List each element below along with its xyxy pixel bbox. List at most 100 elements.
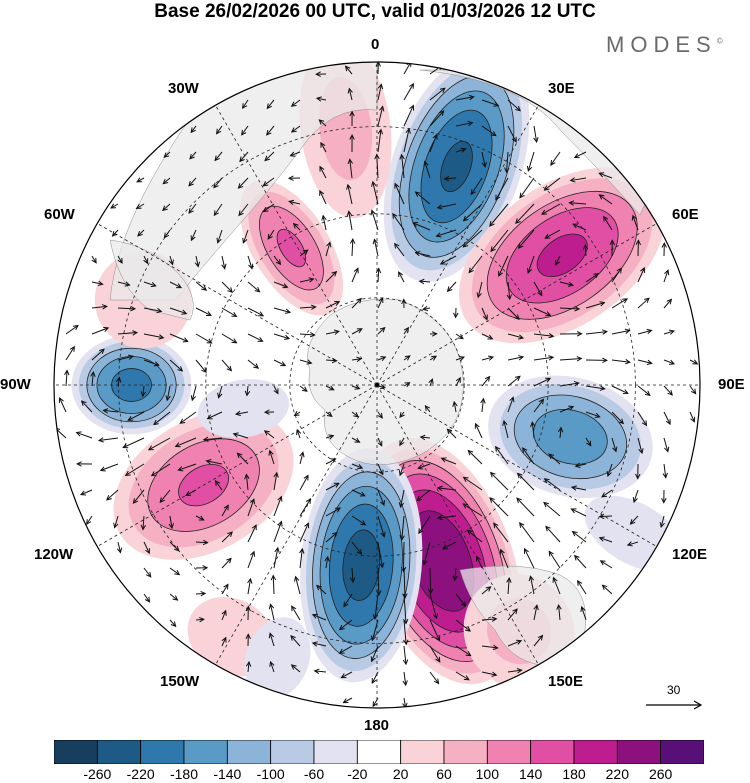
wind-vector [319,165,327,179]
wind-vector [351,297,362,309]
wind-vector [290,99,301,107]
wind-vector [526,151,535,172]
wind-vector [611,385,629,395]
wind-vector [559,405,575,413]
wind-vector [288,199,301,205]
wind-vector [116,541,123,554]
wind-vector [489,203,509,227]
wind-vector [194,255,201,268]
wind-vector [603,215,613,231]
wind-vector [663,385,674,396]
wind-vector [238,203,249,217]
wind-vector [117,354,135,361]
wind-vector [58,396,67,413]
lon-label-60w: 60W [44,206,75,223]
wind-vector [429,355,438,361]
wind-vector [370,619,379,642]
wind-vector [195,333,213,344]
wind-vector [559,356,583,362]
wind-vector [436,203,457,210]
wind-vector [347,158,353,179]
lon-label-90e: 90E [718,376,745,393]
wind-vector [399,437,405,447]
wind-vector [637,385,651,397]
wind-vector [343,593,353,608]
wind-vector [424,405,431,413]
wind-vector [626,541,639,547]
reference-vector-label: 30 [667,683,681,697]
wind-vector [351,328,363,335]
contour-level-180 [536,233,588,278]
wind-vector [299,451,305,465]
wind-vector [325,385,335,391]
wind-vector [214,479,223,491]
wind-vector [423,160,431,179]
wind-vector [346,183,353,205]
colorbar-label: 140 [518,766,543,782]
wind-vector [439,255,457,265]
wind-vector [403,104,415,127]
wind-vector [169,333,189,343]
wind-vector [475,555,483,569]
wind-vector [195,590,207,597]
contour-level-neg-220 [342,529,381,601]
wind-vector [143,593,151,603]
contour-level-neg-140 [533,409,608,465]
wind-vector [611,359,631,365]
wind-vector [351,384,361,390]
landmass-2 [109,62,378,301]
wind-vector [169,541,180,552]
wind-vector [162,203,171,212]
wind-vector [429,671,440,685]
colorbar-segment-7 [313,740,358,764]
wind-vector [544,229,561,239]
wind-vector [585,437,592,447]
lon-label-90w: 90W [0,376,31,393]
wind-vector [555,255,561,266]
wind-vector [91,255,97,264]
wind-vector [169,359,184,372]
wind-vector [436,514,457,521]
wind-vector [242,229,249,244]
wind-vector [611,411,625,425]
wind-vector [75,461,93,467]
colorbar-segment-13 [573,740,618,764]
wind-vector [422,305,431,312]
wind-vector [325,411,333,418]
wind-vector [523,547,535,569]
wind-vector [429,593,439,620]
wind-vector [585,329,608,335]
wind-vector [264,151,275,162]
wind-vector [296,428,302,439]
wind-vector [273,385,279,395]
wind-vector [290,664,301,673]
wind-vector [216,229,223,244]
wind-vector [169,619,177,628]
wind-vector [446,281,457,293]
wind-vector [351,463,364,470]
wind-vector [494,445,509,465]
wind-vector [247,577,253,595]
wind-vector [325,241,332,257]
wind-vector [398,463,405,477]
colorbar-segment-5 [226,740,272,764]
wind-vector [635,463,641,480]
wind-vector [91,326,110,335]
wind-vector [347,87,353,101]
wind-vector [325,357,338,364]
wind-vector [467,449,483,465]
wind-vector [117,255,123,264]
wind-vector [234,410,249,417]
wind-vector [169,307,188,315]
wind-vector [292,222,301,231]
wind-vector [111,229,119,237]
wind-vector [325,531,338,543]
wind-vector [221,531,233,543]
wind-vector [574,462,587,468]
wind-vector [533,355,555,361]
wind-vector [244,385,251,397]
south-pole-marker [375,383,379,387]
wind-vector [507,307,520,321]
wind-vector [372,238,379,257]
wind-vector [637,297,650,309]
